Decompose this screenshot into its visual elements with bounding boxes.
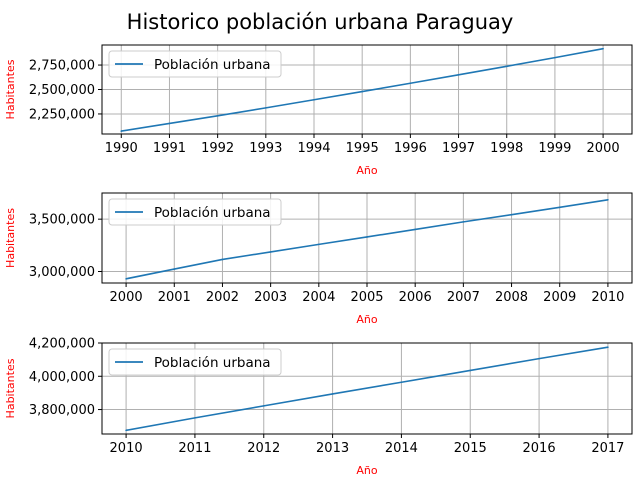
x-tick-label: 1995 bbox=[346, 141, 379, 156]
y-axis-label: Habitantes bbox=[4, 208, 17, 268]
data-point bbox=[510, 213, 513, 216]
x-tick-label: 2002 bbox=[206, 290, 239, 305]
chart-panel-3: 2010 2011 2012 2013 2014 2015 2016 2017 3,800,00… bbox=[4, 337, 633, 477]
x-tick-label: 2003 bbox=[254, 290, 287, 305]
legend-label: Población urbana bbox=[154, 57, 271, 73]
x-tick-label: 2015 bbox=[454, 441, 487, 456]
y-tick-label: 3,500,000 bbox=[29, 213, 95, 228]
data-point bbox=[462, 221, 465, 223]
data-point bbox=[265, 107, 267, 109]
x-axis-label: Año bbox=[356, 313, 377, 326]
series-line bbox=[125, 346, 609, 432]
legend-box bbox=[108, 50, 282, 78]
x-tick-label: 1999 bbox=[538, 141, 571, 156]
x-tick-label: 2011 bbox=[178, 441, 211, 456]
data-point bbox=[400, 381, 403, 384]
x-tick-label: 2008 bbox=[495, 290, 528, 305]
legend-box bbox=[108, 348, 282, 376]
x-axis-label: Año bbox=[356, 464, 377, 477]
y-tick-label: 2,750,000 bbox=[29, 59, 95, 74]
y-tick-label: 4,200,000 bbox=[29, 337, 95, 352]
data-point bbox=[538, 357, 540, 360]
data-point bbox=[366, 236, 368, 238]
data-point bbox=[221, 258, 224, 261]
x-tick-label: 2004 bbox=[302, 290, 335, 305]
legend-label: Población urbana bbox=[154, 205, 271, 221]
y-tick-label: 3,000,000 bbox=[29, 265, 95, 280]
x-tick-label: 1997 bbox=[442, 141, 475, 156]
x-tick-label: 2009 bbox=[543, 290, 576, 305]
y-tick-label: 4,000,000 bbox=[29, 370, 95, 385]
data-point bbox=[607, 346, 609, 348]
y-tick-label: 2,250,000 bbox=[29, 107, 95, 122]
legend-label: Población urbana bbox=[154, 355, 271, 371]
x-tick-label: 2000 bbox=[587, 141, 620, 156]
data-point bbox=[216, 115, 219, 117]
x-tick-label: 1990 bbox=[105, 141, 138, 156]
x-tick-label: 2001 bbox=[158, 290, 191, 305]
data-point bbox=[505, 65, 508, 68]
x-tick-label: 1991 bbox=[153, 141, 186, 156]
data-point bbox=[457, 74, 460, 76]
legend: Población urbana bbox=[108, 198, 282, 226]
x-tick-label: 2005 bbox=[350, 290, 383, 305]
x-tick-label: 1993 bbox=[249, 141, 282, 156]
x-tick-label: 2016 bbox=[523, 441, 556, 456]
data-point bbox=[414, 228, 416, 231]
chart-panel-2: 2000 2001 2002 2003 2004 2005 2006 2007 2008 2009… bbox=[4, 192, 633, 326]
data-point bbox=[194, 417, 196, 419]
x-tick-label: 2017 bbox=[591, 441, 624, 456]
x-tick-label: 1996 bbox=[394, 141, 427, 156]
data-point bbox=[469, 369, 472, 372]
y-tick-label: 2,500,000 bbox=[29, 83, 95, 98]
legend: Población urbana bbox=[108, 348, 282, 376]
axes-frame bbox=[101, 342, 633, 435]
x-tick-label: 1998 bbox=[490, 141, 523, 156]
data-point bbox=[269, 251, 272, 253]
data-point bbox=[607, 199, 609, 201]
legend: Población urbana bbox=[108, 50, 282, 78]
y-axis-label: Habitantes bbox=[4, 358, 17, 418]
data-point bbox=[262, 405, 265, 407]
x-tick-label: 2006 bbox=[399, 290, 432, 305]
legend-box bbox=[108, 198, 282, 226]
x-tick-label: 2013 bbox=[316, 441, 349, 456]
data-point bbox=[558, 206, 561, 209]
data-point bbox=[318, 243, 320, 246]
chart-panel-1: 1990 1991 1992 1993 1994 1995 1996 1997 1998 1999… bbox=[4, 44, 633, 177]
data-point bbox=[125, 278, 127, 280]
x-tick-label: 2012 bbox=[247, 441, 280, 456]
x-tick-label: 1994 bbox=[297, 141, 330, 156]
data-point bbox=[168, 122, 171, 125]
data-point bbox=[173, 268, 176, 270]
x-tick-label: 1992 bbox=[201, 141, 234, 156]
y-axis-label: Habitantes bbox=[4, 59, 17, 119]
data-point bbox=[120, 130, 123, 132]
data-point bbox=[554, 56, 556, 59]
data-point bbox=[409, 82, 412, 85]
chart-title: Historico población urbana Paraguay bbox=[127, 10, 514, 34]
data-point bbox=[602, 47, 604, 50]
x-axis-label: Año bbox=[356, 164, 377, 177]
y-tick-label: 3,800,000 bbox=[29, 403, 95, 418]
x-tick-label: 2014 bbox=[385, 441, 418, 456]
data-point bbox=[331, 393, 334, 395]
x-tick-label: 2010 bbox=[110, 441, 143, 456]
x-tick-label: 2000 bbox=[110, 290, 143, 305]
x-tick-label: 2010 bbox=[591, 290, 624, 305]
data-point bbox=[125, 429, 127, 432]
x-tick-label: 2007 bbox=[447, 290, 480, 305]
data-point bbox=[313, 98, 315, 101]
data-point bbox=[361, 90, 363, 93]
